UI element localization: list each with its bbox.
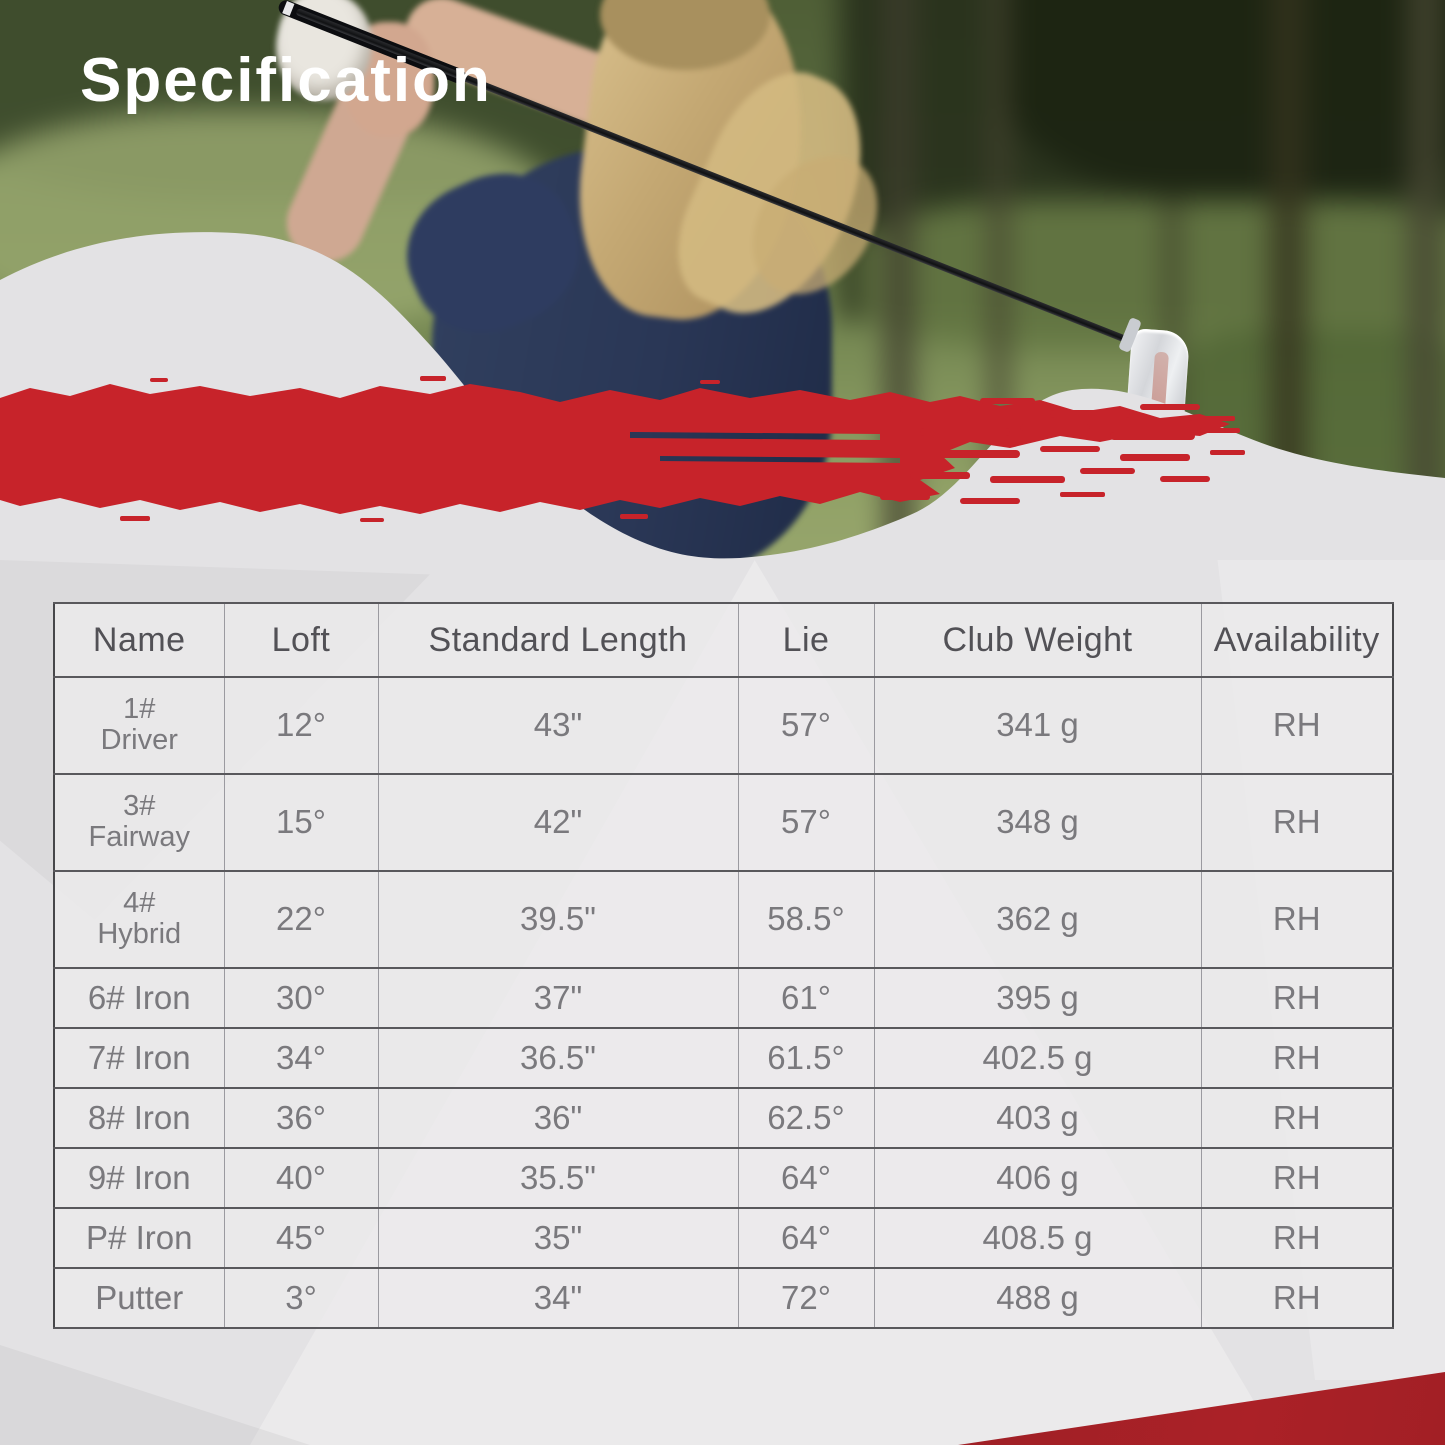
table-cell: 64° (737, 1146, 875, 1209)
table-cell: 40° (223, 1146, 379, 1209)
column-header: Club Weight (873, 602, 1202, 678)
table-cell: RH (1200, 966, 1394, 1029)
table-row: 7# Iron 34° 36.5" 61.5° 402.5 g RH (53, 1026, 1394, 1089)
table-cell: 34° (223, 1026, 379, 1089)
table-cell: 64° (737, 1206, 875, 1269)
table-cell: RH (1200, 869, 1394, 969)
club-name-cell: 7# Iron (53, 1026, 225, 1089)
table-row: Putter 3° 34" 72° 488 g RH (53, 1266, 1394, 1330)
table-cell: 42" (377, 772, 739, 872)
table-cell: 37" (377, 966, 739, 1029)
table-cell: 12° (223, 676, 379, 775)
table-row: 8# Iron 36° 36" 62.5° 403 g RH (53, 1086, 1394, 1149)
table-cell: 341 g (873, 676, 1202, 775)
table-cell: 72° (737, 1266, 875, 1330)
table-cell: 403 g (873, 1086, 1202, 1149)
table-cell: 348 g (873, 772, 1202, 872)
red-corner-wedge (958, 1372, 1445, 1445)
table-cell: 15° (223, 772, 379, 872)
table-row: 9# Iron 40° 35.5" 64° 406 g RH (53, 1146, 1394, 1209)
header-row: Name Loft Standard Length Lie Club Weight Ava… (53, 602, 1394, 678)
table-cell: 3° (223, 1266, 379, 1330)
table-cell: RH (1200, 1266, 1394, 1330)
table-cell: 62.5° (737, 1086, 875, 1149)
table-cell: 36° (223, 1086, 379, 1149)
table-cell: RH (1200, 772, 1394, 872)
club-name-cell: 8# Iron (53, 1086, 225, 1149)
table-row: 6# Iron 30° 37" 61° 395 g RH (53, 966, 1394, 1029)
table-cell: 36.5" (377, 1026, 739, 1089)
table-row: 4# Hybrid 22° 39.5" 58.5° 362 g RH (53, 869, 1394, 969)
club-name-cell: P# Iron (53, 1206, 225, 1269)
table-row: 1# Driver 12° 43" 57° 341 g RH (53, 676, 1394, 775)
table-cell: RH (1200, 1026, 1394, 1089)
table-cell: 488 g (873, 1266, 1202, 1330)
table-cell: RH (1200, 1146, 1394, 1209)
table-cell: 39.5" (377, 869, 739, 969)
club-name-cell: 6# Iron (53, 966, 225, 1029)
club-name-cell: 1# Driver (53, 676, 225, 775)
tree-canopy (1000, 0, 1445, 200)
table-row: 3# Fairway 15° 42" 57° 348 g RH (53, 772, 1394, 872)
table-cell: 45° (223, 1206, 379, 1269)
table-cell: 61° (737, 966, 875, 1029)
club-name-cell: 3# Fairway (53, 772, 225, 872)
table-cell: 57° (737, 676, 875, 775)
club-name-cell: 9# Iron (53, 1146, 225, 1209)
page-title: Specification (80, 46, 492, 115)
column-header: Lie (737, 602, 875, 678)
table-cell: 402.5 g (873, 1026, 1202, 1089)
club-name-cell: 4# Hybrid (53, 869, 225, 969)
table-cell: 36" (377, 1086, 739, 1149)
table-cell: 395 g (873, 966, 1202, 1029)
table-cell: RH (1200, 1086, 1394, 1149)
table-cell: 61.5° (737, 1026, 875, 1089)
table-cell: RH (1200, 1206, 1394, 1269)
table-cell: 406 g (873, 1146, 1202, 1209)
table-cell: 43" (377, 676, 739, 775)
table-cell: 35" (377, 1206, 739, 1269)
club-name-cell: Putter (53, 1266, 225, 1330)
table-row: P# Iron 45° 35" 64° 408.5 g RH (53, 1206, 1394, 1269)
spec-table: Name Loft Standard Length Lie Club Weight Ava… (53, 602, 1394, 1330)
table-cell: 58.5° (737, 869, 875, 969)
spec-table-container: Name Loft Standard Length Lie Club Weight Ava… (53, 602, 1394, 1330)
table-cell: 22° (223, 869, 379, 969)
table-cell: 57° (737, 772, 875, 872)
background-facet (0, 1345, 310, 1445)
table-cell: 408.5 g (873, 1206, 1202, 1269)
specification-banner (0, 376, 1245, 522)
column-header: Name (53, 602, 225, 678)
table-cell: 362 g (873, 869, 1202, 969)
column-header: Loft (223, 602, 379, 678)
column-header: Standard Length (377, 602, 739, 678)
table-cell: 34" (377, 1266, 739, 1330)
column-header: Availability (1200, 602, 1394, 678)
table-cell: 35.5" (377, 1146, 739, 1209)
table-cell: RH (1200, 676, 1394, 775)
table-cell: 30° (223, 966, 379, 1029)
